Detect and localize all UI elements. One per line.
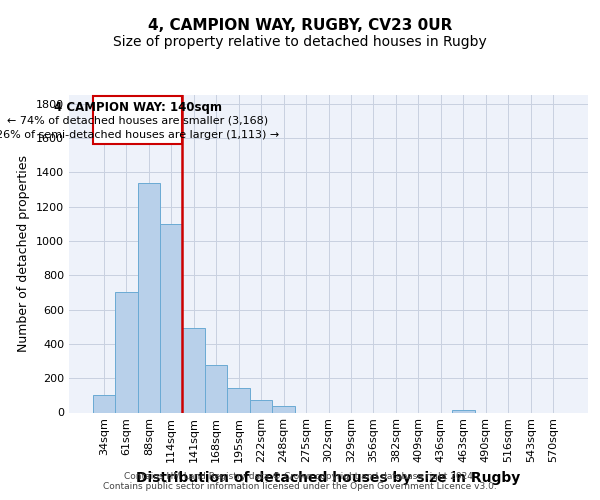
Bar bbox=[272, 406, 295, 412]
Bar bbox=[452, 410, 475, 412]
X-axis label: Distribution of detached houses by size in Rugby: Distribution of detached houses by size … bbox=[136, 471, 521, 485]
Bar bbox=[160, 224, 182, 412]
Text: 4 CAMPION WAY: 140sqm: 4 CAMPION WAY: 140sqm bbox=[53, 101, 221, 114]
Text: 4, CAMPION WAY, RUGBY, CV23 0UR: 4, CAMPION WAY, RUGBY, CV23 0UR bbox=[148, 18, 452, 32]
Text: Contains HM Land Registry data © Crown copyright and database right 2024.: Contains HM Land Registry data © Crown c… bbox=[124, 472, 476, 481]
Y-axis label: Number of detached properties: Number of detached properties bbox=[17, 155, 31, 352]
Bar bbox=[182, 328, 205, 412]
Text: Contains public sector information licensed under the Open Government Licence v3: Contains public sector information licen… bbox=[103, 482, 497, 491]
Text: Size of property relative to detached houses in Rugby: Size of property relative to detached ho… bbox=[113, 35, 487, 49]
Text: ← 74% of detached houses are smaller (3,168): ← 74% of detached houses are smaller (3,… bbox=[7, 116, 268, 126]
Text: 26% of semi-detached houses are larger (1,113) →: 26% of semi-detached houses are larger (… bbox=[0, 130, 279, 140]
Bar bbox=[205, 366, 227, 412]
Bar bbox=[137, 182, 160, 412]
Bar bbox=[250, 400, 272, 412]
Bar bbox=[92, 396, 115, 412]
Bar bbox=[115, 292, 137, 412]
FancyBboxPatch shape bbox=[92, 96, 182, 144]
Bar bbox=[227, 388, 250, 412]
